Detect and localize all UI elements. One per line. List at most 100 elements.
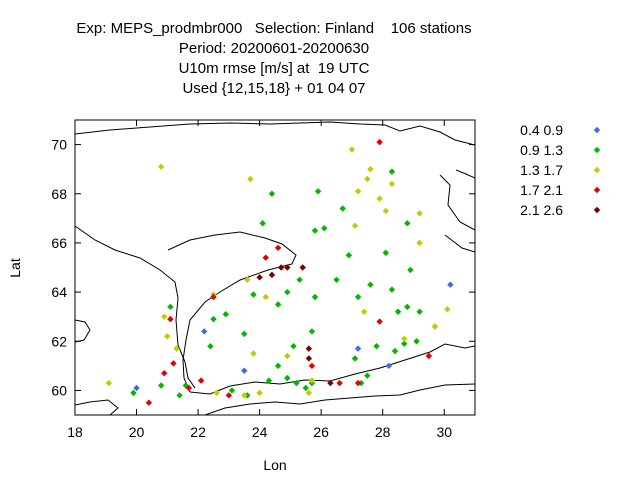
data-point	[213, 389, 220, 397]
data-point	[201, 328, 208, 335]
data-point	[105, 379, 113, 387]
data-point	[308, 377, 316, 384]
legend-marker	[593, 146, 601, 154]
data-point	[431, 323, 439, 330]
data-point	[228, 387, 236, 394]
data-point	[302, 384, 309, 392]
data-point	[351, 355, 359, 362]
chart-title-line-2: Period: 20200601-20200630	[178, 40, 370, 57]
data-point	[284, 264, 291, 271]
data-point	[157, 382, 165, 389]
data-point	[167, 303, 174, 311]
data-point	[305, 389, 313, 397]
data-point	[376, 318, 383, 325]
x-tick-label: 18	[67, 424, 83, 440]
data-point	[425, 352, 433, 360]
data-point	[210, 315, 217, 323]
data-point	[345, 252, 353, 259]
data-point	[311, 293, 319, 301]
data-point	[333, 276, 340, 283]
x-tick-label: 28	[375, 424, 391, 440]
data-point	[250, 350, 257, 357]
data-point	[416, 308, 423, 315]
data-point	[207, 342, 214, 350]
chart-title-line-3: U10m rmse [m/s] at 19 UTC	[178, 60, 370, 77]
data-point	[305, 355, 313, 362]
data-point	[222, 311, 229, 318]
legend-marker	[593, 166, 601, 174]
data-point	[197, 377, 205, 384]
y-tick-label: 70	[51, 137, 67, 153]
y-tick-label: 66	[51, 235, 67, 251]
x-tick-label: 22	[190, 424, 206, 440]
x-tick-label: 20	[129, 424, 145, 440]
data-point	[388, 286, 396, 293]
data-point	[364, 175, 371, 183]
x-tick-label: 24	[252, 424, 268, 440]
data-point	[321, 224, 328, 232]
y-tick-label: 60	[51, 382, 67, 398]
data-point	[274, 362, 282, 370]
data-point	[336, 379, 343, 387]
data-point	[308, 328, 316, 335]
data-point	[145, 399, 153, 406]
y-axis-label: Lat	[7, 258, 23, 278]
data-point	[170, 360, 177, 367]
data-point	[262, 293, 269, 301]
chart-title-line-1: Exp: MEPS_prodmbr000 Selection: Finland …	[76, 20, 472, 37]
data-point	[348, 146, 356, 153]
data-point	[185, 384, 193, 392]
data-point	[354, 345, 362, 352]
data-point	[354, 379, 362, 387]
data-point	[241, 330, 248, 338]
data-point	[167, 315, 174, 323]
data-point	[361, 308, 368, 315]
data-point	[391, 347, 399, 355]
data-point	[268, 190, 276, 197]
legend-label: 0.4 0.9	[520, 122, 563, 138]
data-point	[225, 392, 233, 399]
data-point	[373, 342, 380, 350]
legend-marker	[593, 186, 601, 194]
legend-marker	[593, 126, 601, 134]
data-point	[416, 239, 423, 247]
data-point	[250, 291, 257, 298]
data-point	[305, 345, 313, 352]
data-point	[161, 370, 168, 377]
data-point	[382, 249, 389, 256]
data-point	[247, 175, 254, 183]
legend-label: 0.9 1.3	[520, 142, 563, 158]
data-point	[130, 389, 137, 397]
data-point	[367, 281, 374, 288]
data-point	[265, 377, 273, 384]
data-point	[354, 293, 362, 301]
data-point	[314, 188, 322, 195]
data-point	[164, 333, 171, 340]
y-tick-label: 68	[51, 186, 67, 202]
x-tick-label: 30	[436, 424, 452, 440]
data-point	[354, 188, 362, 195]
legend: 0.4 0.9 0.9 1.3 1.3 1.7 1.7 2.1 2.1 2.6	[520, 122, 601, 218]
data-point	[256, 274, 263, 281]
data-point	[161, 313, 168, 320]
data-point	[268, 271, 276, 279]
data-point	[284, 374, 291, 382]
data-point	[447, 281, 454, 288]
data-point	[284, 288, 291, 296]
legend-label: 1.3 1.7	[520, 162, 563, 178]
data-point	[385, 362, 393, 370]
data-point	[277, 264, 285, 271]
data-point	[388, 168, 396, 175]
data-point	[327, 379, 334, 387]
legend-marker	[593, 206, 601, 214]
data-point	[296, 276, 303, 283]
legend-label: 1.7 2.1	[520, 182, 563, 198]
x-tick-label: 26	[313, 424, 329, 440]
y-tick-label: 64	[51, 284, 67, 300]
data-point	[404, 220, 411, 227]
data-point	[256, 389, 263, 397]
map-coastlines	[75, 121, 475, 415]
data-point	[444, 306, 451, 313]
data-point	[376, 195, 383, 202]
